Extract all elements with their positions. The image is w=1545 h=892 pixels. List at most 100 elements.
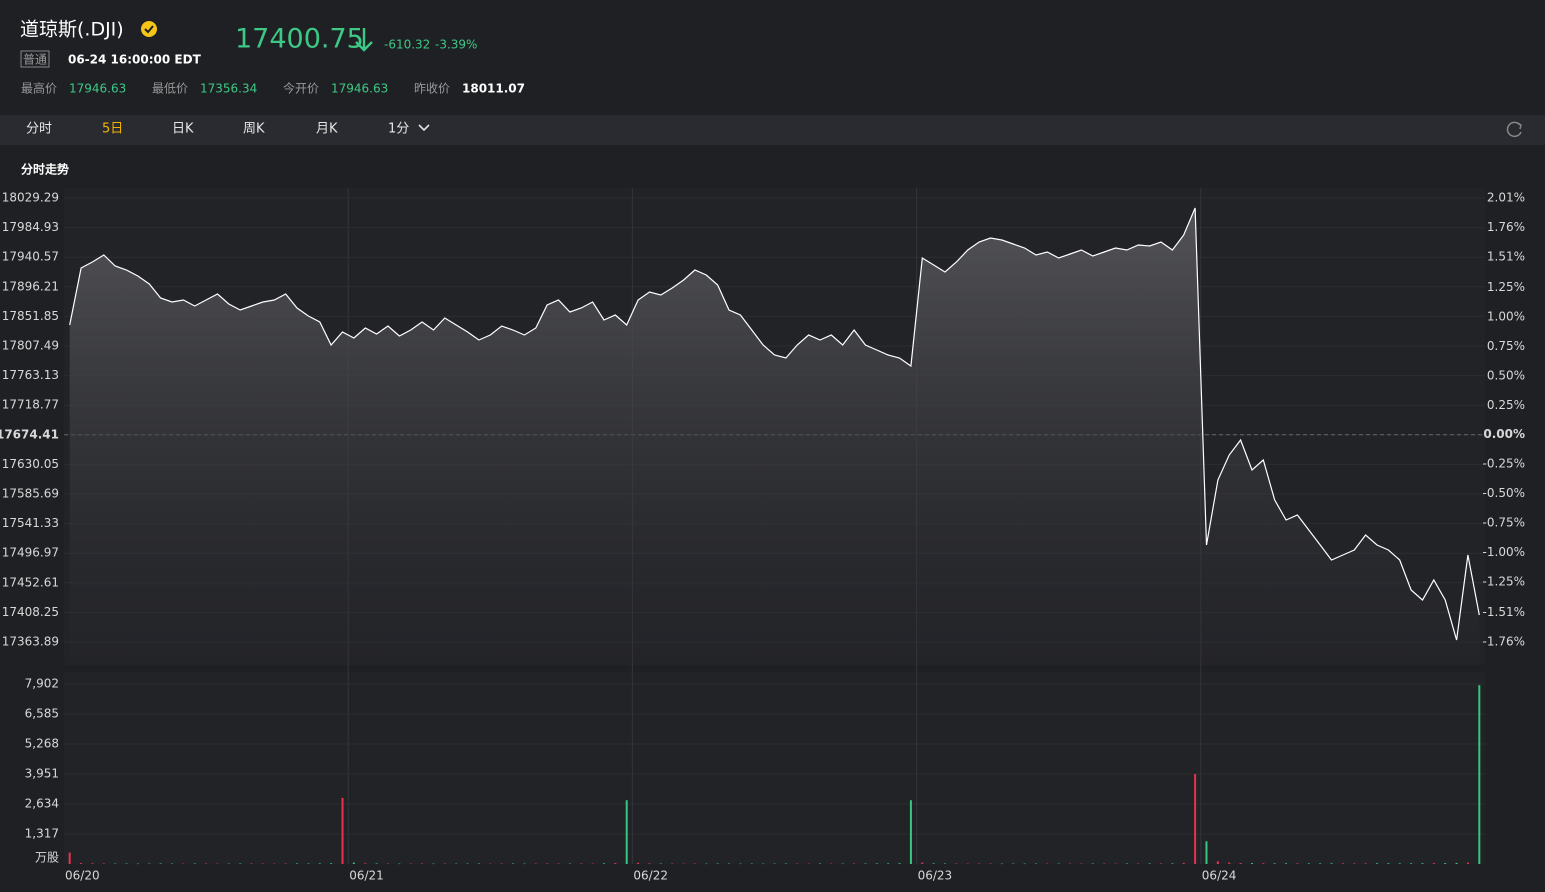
volume-bar: [421, 863, 424, 864]
tab[interactable]: 周K: [243, 122, 265, 137]
volume-bar: [909, 800, 912, 864]
volume-bar: [1137, 863, 1140, 865]
volume-bar: [1444, 863, 1447, 864]
tab[interactable]: 日K: [172, 122, 194, 137]
tab[interactable]: 月K: [316, 122, 338, 137]
stat-label: 今开价: [283, 81, 319, 96]
stat-label: 最高价: [21, 81, 57, 96]
tab[interactable]: 1分: [388, 122, 409, 137]
volume-bar: [1160, 863, 1163, 864]
volume-bar: [239, 863, 242, 864]
chart-layer: 18029.29 17984.93 17940.57 17896.21 17851.85…: [0, 188, 1525, 883]
volume-bar: [455, 863, 458, 865]
volume-bar: [1478, 685, 1481, 864]
volume-tick-label: 7,902: [25, 677, 59, 691]
y2-tick-label: 0.75%: [1487, 339, 1525, 353]
volume-bar: [944, 863, 947, 864]
volume-bar: [432, 863, 435, 865]
volume-bar: [637, 862, 640, 864]
volume-tick-label: 3,951: [25, 767, 59, 781]
volume-bar: [102, 863, 105, 864]
y-tick-label: 17674.41: [0, 427, 59, 441]
volume-bar: [659, 863, 662, 864]
volume-bar: [875, 863, 878, 864]
volume-bar: [182, 863, 185, 865]
y-tick-label: 17851.85: [2, 309, 59, 323]
volume-bar: [1216, 861, 1219, 864]
volume-bar: [250, 863, 253, 864]
volume-bar: [1353, 863, 1356, 864]
volume-bar: [1080, 863, 1083, 865]
volume-bar: [148, 863, 151, 865]
volume-bar: [1228, 862, 1231, 864]
tag-box: [20, 50, 50, 68]
volume-bar: [1307, 863, 1310, 864]
y-tick-label: 17408.25: [2, 605, 59, 619]
volume-bar: [136, 863, 139, 865]
volume-bar: [341, 797, 344, 864]
volume-bar: [68, 852, 71, 864]
volume-bar: [864, 863, 867, 864]
x-tick-label: 06/24: [1202, 869, 1237, 883]
volume-bar: [739, 863, 742, 865]
volume-bar: [500, 863, 503, 865]
stat-value: 17946.63: [331, 82, 388, 96]
tab[interactable]: 5日: [102, 122, 123, 137]
volume-bar: [261, 863, 264, 865]
volume-bar: [728, 863, 731, 865]
volume-bar: [443, 863, 446, 865]
volume-bar: [170, 863, 173, 865]
y2-tick-label: -0.50%: [1483, 486, 1525, 500]
volume-bar: [557, 863, 560, 864]
volume-bar: [887, 863, 890, 864]
stat-value: 18011.07: [462, 82, 525, 96]
y2-tick-label: -0.75%: [1483, 516, 1525, 530]
volume-bar: [773, 863, 776, 865]
volume-bar: [784, 863, 787, 864]
y2-tick-label: 1.00%: [1487, 309, 1525, 323]
volume-plot: [64, 672, 1485, 864]
volume-tick-label: 1,317: [25, 827, 59, 841]
volume-bar: [1421, 863, 1424, 864]
volume-bar: [1205, 841, 1208, 864]
stat-label: 最低价: [152, 82, 188, 96]
volume-tick-label: 2,634: [25, 797, 59, 811]
volume-bar: [1387, 863, 1390, 864]
y2-tick-label: -0.25%: [1483, 457, 1525, 471]
volume-bar: [1000, 863, 1003, 865]
tab[interactable]: 分时: [26, 122, 52, 137]
refresh-icon[interactable]: [1506, 121, 1522, 138]
x-tick-label: 06/23: [918, 869, 953, 883]
volume-unit: 万股: [35, 851, 59, 865]
volume-bar: [398, 863, 401, 865]
volume-bar: [614, 863, 617, 864]
volume-bar: [796, 863, 799, 865]
volume-bar: [1410, 863, 1413, 864]
price: 17400.75: [235, 24, 364, 55]
volume-bar: [512, 863, 515, 864]
volume-bar: [705, 863, 708, 865]
volume-bar: [216, 863, 219, 865]
dropdown-chevron[interactable]: [418, 124, 430, 132]
verified-icon: [141, 21, 157, 37]
y-tick-label: 17807.49: [2, 339, 59, 353]
volume-tick-label: 5,268: [25, 737, 59, 751]
volume-bar: [386, 863, 389, 865]
volume-bar: [159, 863, 162, 864]
volume-bar: [1012, 863, 1015, 865]
volume-bar: [818, 863, 821, 864]
y-tick-label: 17940.57: [2, 250, 59, 264]
y-tick-label: 17984.93: [2, 220, 59, 234]
y2-tick-label: 1.25%: [1487, 280, 1525, 294]
y-tick-label: 17363.89: [2, 635, 59, 649]
volume-bar: [1194, 774, 1197, 864]
stat-label: 昨收价: [414, 82, 450, 96]
volume-bar: [671, 863, 674, 865]
volume-bar: [125, 863, 128, 864]
y2-tick-label: -1.00%: [1483, 545, 1525, 559]
volume-bar: [1296, 863, 1299, 864]
time: 06-24 16:00:00 EDT: [68, 53, 202, 67]
volume-bar: [1171, 863, 1174, 864]
volume-bar: [1376, 863, 1379, 864]
volume-tick-label: 6,585: [25, 707, 59, 721]
